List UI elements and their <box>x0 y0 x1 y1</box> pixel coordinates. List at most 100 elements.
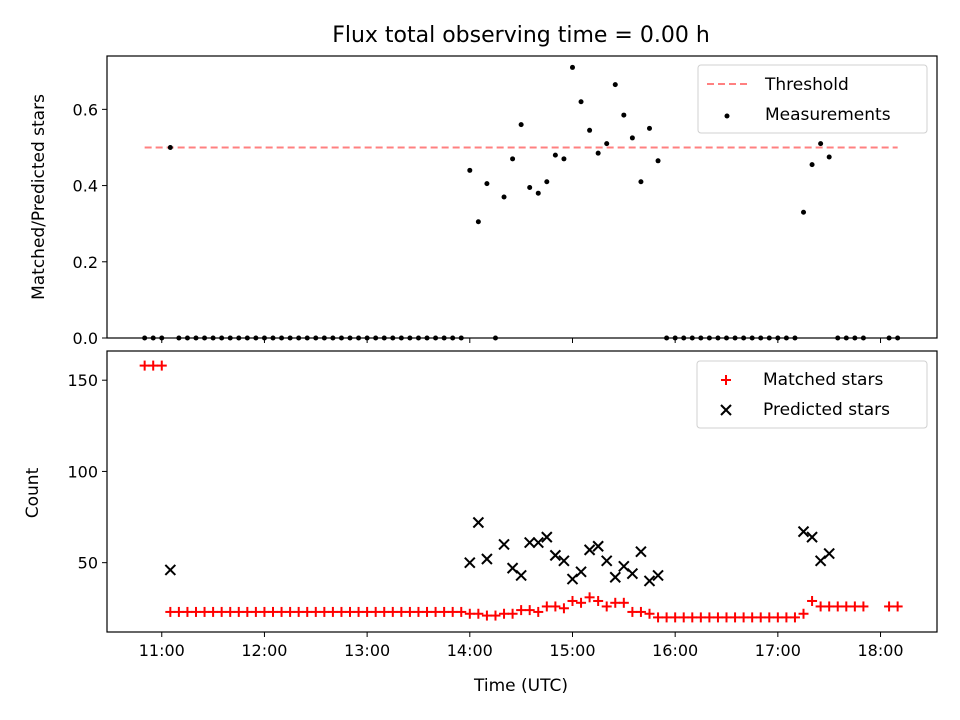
measurement-point <box>801 209 807 215</box>
legend-measurements-swatch <box>724 113 730 119</box>
predicted-star-point <box>652 569 664 582</box>
measurement-point <box>638 179 644 185</box>
predicted-star-point <box>592 540 604 552</box>
measurement-point <box>424 335 430 341</box>
matched-star-point <box>533 606 544 617</box>
measurement-point <box>792 335 798 341</box>
matched-star-point <box>678 612 689 623</box>
measurement-point <box>321 335 327 341</box>
matched-star-point <box>242 606 253 617</box>
top-y-tick-label: 0.4 <box>73 177 98 196</box>
matched-star-point <box>319 606 330 617</box>
matched-star-point <box>190 606 201 617</box>
measurements-series <box>142 64 901 341</box>
predicted-star-point <box>523 536 536 549</box>
measurement-point <box>193 335 199 341</box>
measurement-point <box>758 335 764 341</box>
legend-predicted-label: Predicted stars <box>763 400 890 420</box>
matched-star-point <box>798 608 809 619</box>
measurement-point <box>587 127 593 133</box>
measurement-point <box>818 141 824 147</box>
matched-star-point <box>755 612 766 623</box>
matched-star-point <box>233 606 244 617</box>
matched-star-point <box>379 606 390 617</box>
x-tick-label: 12:00 <box>241 641 287 660</box>
measurement-point <box>398 335 404 341</box>
predicted-star-point <box>643 575 656 587</box>
measurement-point <box>441 335 447 341</box>
matched-star-point <box>268 606 278 617</box>
matched-star-point <box>832 601 843 612</box>
measurement-point <box>475 219 481 225</box>
measurement-point <box>552 152 558 158</box>
predicted-star-point <box>532 536 544 549</box>
measurement-point <box>689 335 695 341</box>
matched-star-point <box>182 606 193 617</box>
matched-star-point <box>490 610 501 621</box>
predicted-star-point <box>583 544 596 556</box>
x-tick-label: 16:00 <box>652 641 698 660</box>
predicted-star-point <box>515 569 527 582</box>
predicted-star-point <box>823 547 835 560</box>
legend-predicted-swatch <box>720 404 732 416</box>
x-tick-label: 15:00 <box>549 641 595 660</box>
measurement-point <box>202 335 208 341</box>
chart-title: Flux total observing time = 0.00 h <box>332 23 710 48</box>
measurement-point <box>681 335 687 341</box>
predicted-star-point <box>806 531 818 543</box>
predicted-star-point <box>541 531 553 543</box>
measurement-point <box>860 335 866 341</box>
measurement-point <box>749 335 755 341</box>
measurement-point <box>706 335 712 341</box>
matched-star-point <box>345 606 356 617</box>
measurement-point <box>364 335 370 341</box>
measurement-point <box>330 335 336 341</box>
predicted-star-point <box>609 571 621 583</box>
matched-star-point <box>730 612 741 623</box>
matched-star-point <box>593 595 604 606</box>
matched-star-point <box>618 597 629 608</box>
legend-threshold-label: Threshold <box>764 75 849 95</box>
matched-star-point <box>747 612 758 623</box>
matched-star-point <box>456 606 467 617</box>
top-axes-frame <box>106 55 938 339</box>
measurement-point <box>227 335 233 341</box>
matched-star-point <box>156 360 167 371</box>
measurement-point <box>407 335 413 341</box>
matched-star-point <box>216 606 227 617</box>
matched-star-point <box>259 606 270 617</box>
matched-star-point <box>507 608 518 619</box>
matched-star-point <box>635 606 646 617</box>
measurement-point <box>313 335 319 341</box>
matched-star-point <box>404 606 415 617</box>
bottom-legend: Matched stars Predicted stars <box>696 360 928 429</box>
top-y-ticks: 0.0 0.2 0.4 0.6 <box>73 100 107 348</box>
matched-star-point <box>541 601 552 612</box>
matched-star-point <box>567 595 578 606</box>
predicted-star-point <box>498 538 510 551</box>
matched-star-point <box>199 606 210 617</box>
matched-star-point <box>422 606 433 617</box>
matched-star-point <box>610 597 621 608</box>
matched-star-point <box>276 606 287 617</box>
predicted-star-point <box>635 546 647 558</box>
measurement-point <box>167 144 173 150</box>
matched-star-point <box>208 606 219 617</box>
bottom-y-tick-label: 100 <box>67 462 98 481</box>
predicted-star-point <box>549 549 562 562</box>
matched-star-point <box>687 612 698 623</box>
measurement-point <box>484 181 490 187</box>
measurement-point <box>646 125 652 131</box>
measurement-point <box>261 335 267 341</box>
bottom-y-ticks: 50 100 150 <box>67 371 107 573</box>
measurement-point <box>159 335 165 341</box>
measurement-point <box>450 335 456 341</box>
matched-star-point <box>858 601 869 612</box>
measurement-point <box>604 141 610 147</box>
predicted-star-point <box>481 553 493 565</box>
measurement-point <box>415 335 421 341</box>
x-tick-label: 13:00 <box>344 641 390 660</box>
matched-star-point <box>225 606 236 617</box>
top-panel: Flux total observing time = 0.00 h 0.00.… <box>29 23 938 348</box>
x-tick-label: 11:00 <box>139 641 185 660</box>
